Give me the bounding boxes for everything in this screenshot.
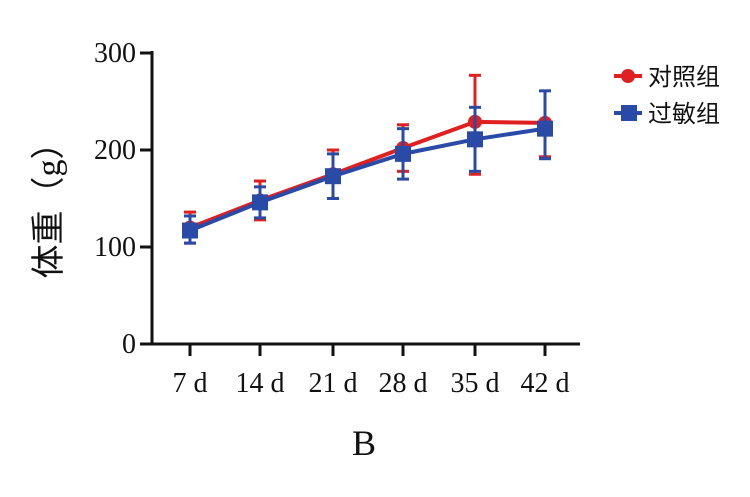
legend-label: 过敏组 [648,100,720,128]
x-tick-label: 14 d [236,368,285,399]
data-point [467,131,483,148]
data-point [182,222,198,239]
y-axis-label: 体重（g） [30,126,68,279]
series-layer [182,73,553,245]
legend-marker [621,105,637,121]
data-point [252,194,268,211]
legend-marker [621,69,635,83]
legend-item-2: 过敏组 [614,100,720,128]
y-tick-label: 200 [94,135,136,166]
x-tick-label: 42 d [521,368,570,399]
data-point [325,168,341,185]
x-tick-label: 7 d [173,368,208,399]
series-2 [182,89,553,245]
x-tick-label: 21 d [309,368,358,399]
data-point [395,145,411,162]
x-tick-label: 35 d [451,368,500,399]
x-tick-label: 28 d [379,368,428,399]
panel-label: B [352,423,376,463]
y-tick-label: 0 [122,329,136,360]
axes: 0 100 200 300 7 d 14 d 21 d 28 d 35 d 42 d [94,38,580,399]
data-point [537,120,553,137]
series-line [189,126,546,233]
y-tick-label: 100 [94,232,136,263]
series-1 [183,73,552,245]
legend-item-1: 对照组 [614,63,720,91]
y-tick-label: 300 [94,38,136,69]
legend-label: 对照组 [648,63,720,91]
